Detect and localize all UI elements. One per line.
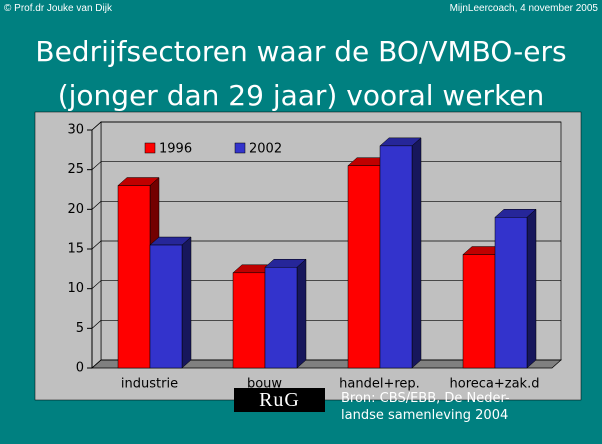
x-tick-label: industrie <box>121 377 178 392</box>
bar-side <box>296 258 307 369</box>
bar-front <box>232 272 266 369</box>
bar-front <box>264 266 298 369</box>
header-right: MijnLeercoach, 4 november 2005 <box>449 3 598 14</box>
legend-swatch <box>234 142 246 154</box>
legend-label: 1996 <box>159 142 192 157</box>
source: Bron: CBS/EBB, De Neder- landse samenlev… <box>341 390 510 424</box>
bar-front <box>379 145 413 369</box>
bar-side <box>526 208 537 369</box>
legend-swatch <box>144 142 156 154</box>
x-tick-label: horeca+zak.d <box>450 377 540 392</box>
y-tick-label: 25 <box>67 162 84 177</box>
y-tick-label: 0 <box>76 361 84 376</box>
grid-line <box>91 121 561 131</box>
y-tick-label: 10 <box>67 281 84 296</box>
x-tick-label: bouw <box>247 377 282 392</box>
source-line: Bron: CBS/EBB, De Neder- <box>341 391 510 406</box>
title-line: (jonger dan 29 jaar) vooral werken <box>57 79 545 112</box>
y-tick-label: 20 <box>67 202 84 217</box>
y-tick-label: 15 <box>67 242 84 257</box>
bar <box>379 137 422 369</box>
logo: RuG <box>234 388 325 412</box>
bar-front <box>117 185 151 369</box>
header-left: © Prof.dr Jouke van Dijk <box>4 3 112 14</box>
legend-label: 2002 <box>249 142 282 157</box>
bar-front <box>462 254 496 369</box>
source-line: landse samenleving 2004 <box>341 408 509 423</box>
bar <box>149 236 192 369</box>
bar <box>494 208 537 369</box>
bar-front <box>149 244 183 369</box>
title: Bedrijfsectoren waar de BO/VMBO-ers (jon… <box>0 30 602 118</box>
y-tick-label: 5 <box>76 321 84 336</box>
bar <box>117 176 160 369</box>
bar <box>264 258 307 369</box>
bar-side <box>181 236 192 369</box>
bar-front <box>347 165 381 369</box>
title-line: Bedrijfsectoren waar de BO/VMBO-ers <box>35 35 567 68</box>
bar-front <box>494 217 528 369</box>
y-tick-label: 30 <box>67 123 84 138</box>
x-tick-label: handel+rep. <box>339 377 420 392</box>
bar-side <box>411 137 422 369</box>
